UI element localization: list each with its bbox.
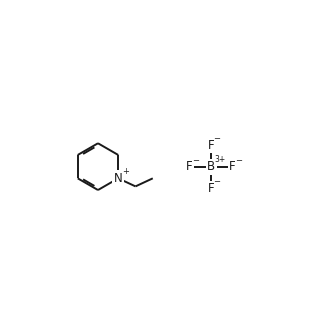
Text: N: N — [114, 172, 123, 185]
Text: B: B — [207, 160, 215, 173]
Text: −: − — [235, 156, 242, 165]
Text: −: − — [214, 178, 220, 186]
Text: F: F — [208, 182, 214, 195]
Text: F: F — [229, 160, 236, 173]
Text: F: F — [186, 160, 193, 173]
Text: 3+: 3+ — [215, 154, 226, 164]
Text: +: + — [122, 167, 129, 176]
Text: F: F — [208, 139, 214, 151]
Text: −: − — [214, 134, 220, 143]
Text: −: − — [192, 156, 199, 165]
